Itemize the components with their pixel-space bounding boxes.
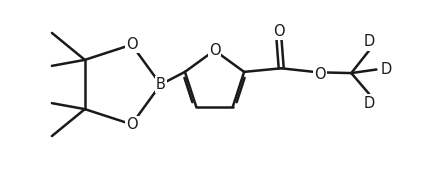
Text: D: D — [363, 95, 375, 111]
Text: O: O — [126, 117, 138, 132]
Text: O: O — [126, 37, 138, 52]
Text: O: O — [314, 67, 326, 82]
Text: D: D — [381, 62, 392, 77]
Text: O: O — [209, 43, 220, 58]
Text: D: D — [363, 34, 375, 50]
Text: B: B — [156, 77, 165, 92]
Text: O: O — [273, 24, 284, 39]
